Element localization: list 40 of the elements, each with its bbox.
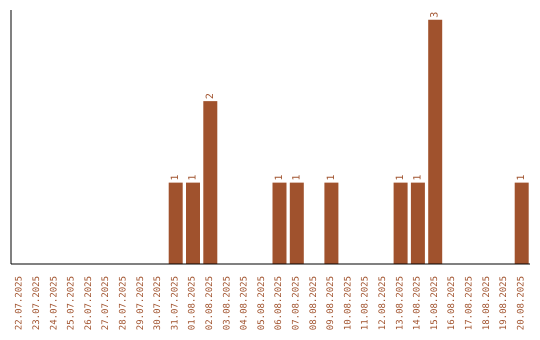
x-tick-label: 08.08.2025: [308, 276, 319, 330]
x-tick-label: 25.07.2025: [66, 276, 77, 330]
x-tick-label: 28.07.2025: [118, 276, 128, 330]
x-tick-label: 06.08.2025: [274, 276, 284, 330]
x-tick-label: 12.08.2025: [378, 276, 388, 330]
x-tick-label: 02.08.2025: [204, 276, 215, 330]
data-label: 1: [395, 174, 406, 181]
x-tick-label: 16.08.2025: [447, 276, 458, 330]
x-tick-label: 22.07.2025: [14, 276, 25, 330]
x-tick-label: 23.07.2025: [32, 276, 42, 330]
x-tick-label: 05.08.2025: [256, 276, 267, 330]
x-tick-label: 14.08.2025: [412, 276, 423, 330]
data-label: 3: [430, 12, 441, 18]
data-label: 1: [188, 174, 198, 181]
data-label: 1: [291, 174, 302, 181]
x-tick-label: 30.07.2025: [153, 276, 164, 330]
x-tick-label: 07.08.2025: [291, 276, 302, 330]
x-tick-label: 03.08.2025: [222, 276, 232, 330]
x-tick-label: 26.07.2025: [84, 276, 94, 330]
x-tick-label: 27.07.2025: [101, 276, 112, 330]
data-label: 2: [204, 93, 216, 100]
x-tick-label: 24.07.2025: [49, 276, 60, 330]
x-tick-label: 31.07.2025: [170, 276, 180, 330]
x-tick-label: 15.08.2025: [430, 276, 440, 330]
x-tick-label: 11.08.2025: [360, 276, 371, 330]
x-tick-label: 09.08.2025: [326, 276, 336, 330]
data-label: 1: [326, 174, 337, 181]
x-tick-label: 04.08.2025: [240, 276, 250, 330]
data-label: 1: [412, 174, 424, 181]
data-label: 1: [170, 174, 182, 181]
x-tick-label: 20.08.2025: [516, 276, 526, 330]
data-label: 1: [516, 174, 528, 181]
x-tick-label: 13.08.2025: [395, 276, 406, 330]
x-tick-label: 10.08.2025: [343, 276, 354, 330]
x-tick-label: 17.08.2025: [464, 276, 474, 330]
x-tick-label: 01.08.2025: [188, 276, 198, 330]
data-label: 1: [274, 174, 285, 181]
x-tick-label: 19.08.2025: [499, 276, 510, 330]
x-tick-label: 29.07.2025: [136, 276, 146, 330]
x-tick-label: 18.08.2025: [482, 276, 492, 330]
